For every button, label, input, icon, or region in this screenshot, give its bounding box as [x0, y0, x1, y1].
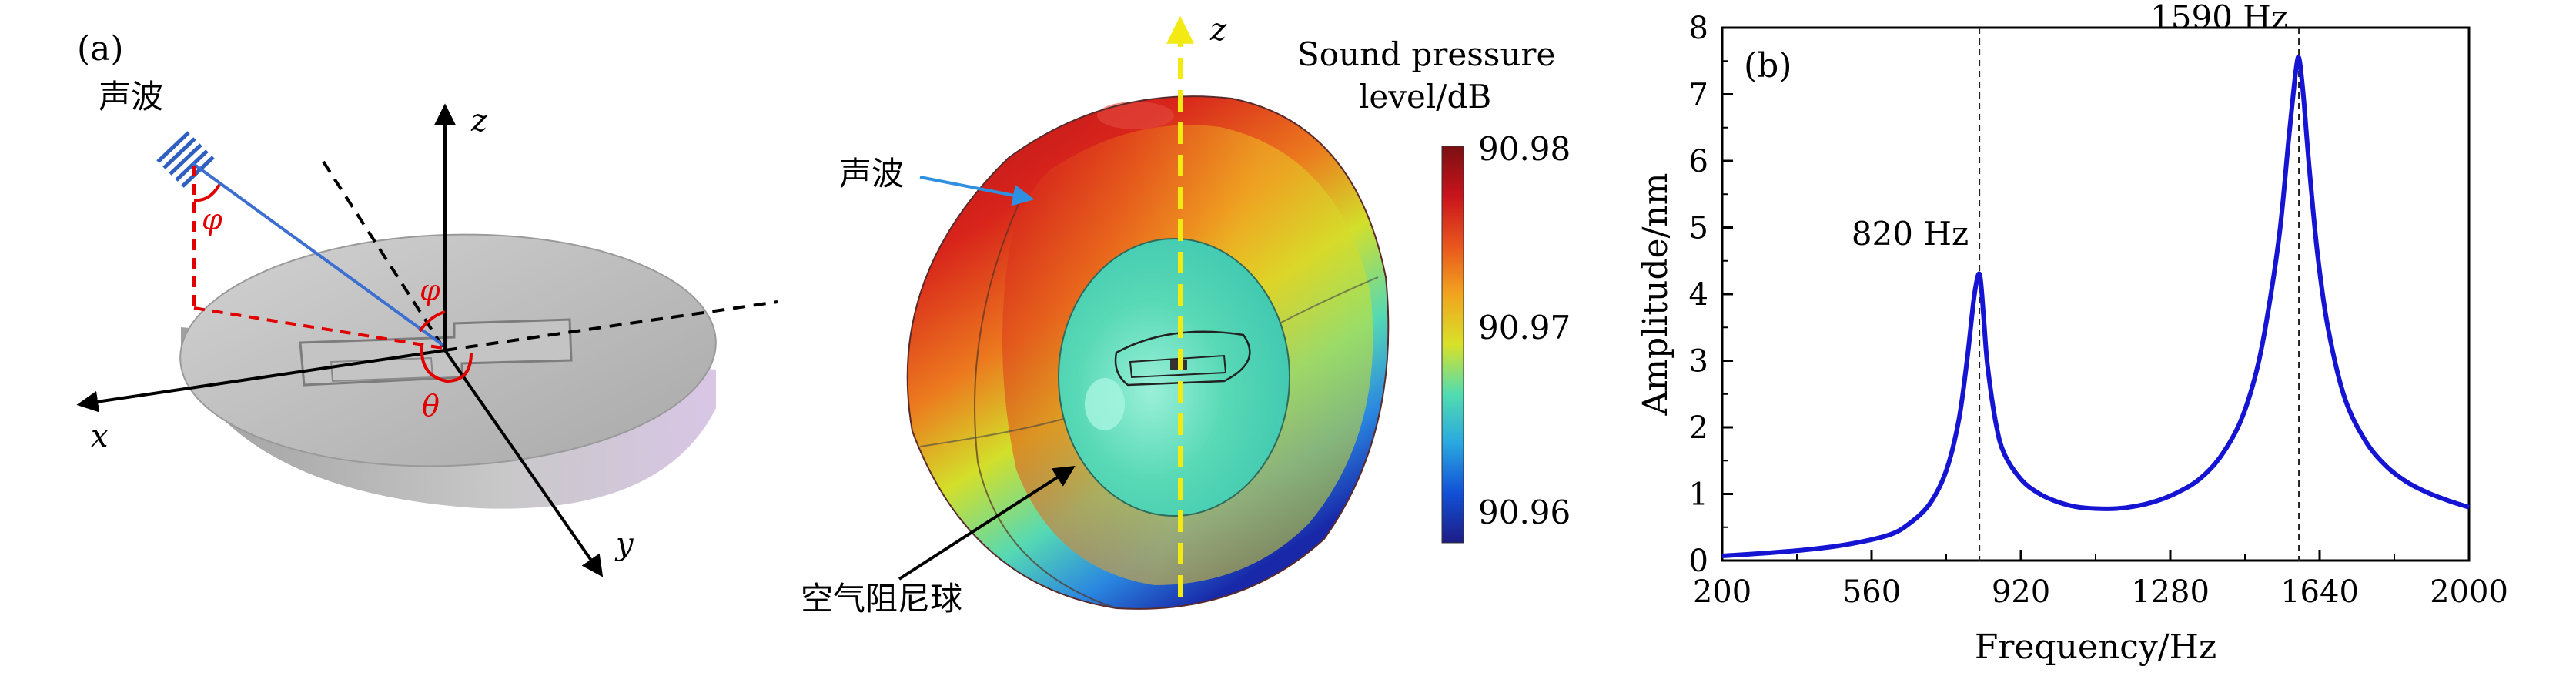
shell-meridian — [974, 192, 1117, 609]
device-beam — [1129, 354, 1227, 379]
y-tick-label: 5 — [1689, 211, 1708, 246]
series-line — [1721, 54, 2470, 558]
sim-wave-label: 声波 — [839, 155, 904, 192]
projection-horizontal — [193, 306, 443, 350]
plot-frame — [1721, 26, 2471, 562]
simulation-panel: z 声波 空气阻尼球 Sound pressure level/dB 90.98… — [801, 12, 1571, 617]
x-tick-label: 1280 — [2131, 574, 2210, 610]
axis-x-label: x — [91, 419, 109, 454]
outer-shell-edge — [906, 95, 1390, 610]
colorbar-title-2: level/dB — [1359, 78, 1491, 115]
x-tick-label: 920 — [1992, 574, 2050, 610]
x-tick-label: 2000 — [2430, 574, 2508, 610]
phi-arc-top — [193, 183, 221, 202]
tick-group: 200 560 920 1280 1640 2000 0 1 2 3 4 5 6 7 8 — [1689, 11, 2508, 610]
annotation-group: 820 Hz 1590 Hz — [1852, 0, 2300, 561]
y-tick-label: 1 — [1689, 477, 1708, 513]
sound-source-icon — [156, 131, 215, 188]
x-tick-label: 1640 — [2280, 574, 2359, 610]
x-tick-label: 560 — [1842, 574, 1901, 610]
disk — [179, 233, 717, 509]
device-outline — [1114, 330, 1251, 387]
theta-arc — [420, 344, 473, 383]
shell-equator-left — [919, 415, 1075, 447]
angle-phi-label-2: φ — [420, 273, 440, 307]
y-tick-label: 4 — [1689, 277, 1708, 313]
sim-wave-arrow — [919, 176, 1035, 206]
axis-z-label: z — [470, 103, 488, 139]
peak-annotation: 1590 Hz — [2150, 0, 2288, 36]
colorbar-max: 90.98 — [1478, 130, 1571, 168]
sphere-highlight — [1085, 378, 1125, 430]
panel-a-schematic: (a) z x y 声波 φ — [76, 29, 778, 577]
y-tick-label: 8 — [1689, 11, 1708, 46]
colorbar-mid: 90.97 — [1478, 309, 1571, 346]
amplitude-chart: (b) Frequency/Hz Amplitude/nm 200 560 920 1… — [1636, 0, 2508, 667]
x-tick-label: 200 — [1693, 574, 1751, 610]
sphere-arrow — [898, 465, 1076, 581]
y-tick-label: 0 — [1689, 544, 1708, 579]
y-axis-arrow — [443, 349, 604, 577]
normal-dashed-line — [322, 160, 447, 352]
y-tick-label: 6 — [1689, 144, 1708, 179]
peak-annotation: 820 Hz — [1852, 215, 1969, 253]
horizontal-dashed-line — [444, 300, 778, 352]
air-damping-sphere — [1058, 238, 1290, 517]
x-axis-label: Frequency/Hz — [1975, 627, 2216, 667]
y-tick-label: 3 — [1689, 344, 1708, 380]
incident-wave-ray — [191, 162, 444, 346]
panel-a-wave-label: 声波 — [99, 78, 163, 115]
panel-b-label: (b) — [1744, 46, 1792, 85]
colorbar — [1441, 146, 1464, 544]
colorbar-title-1: Sound pressure — [1297, 35, 1555, 73]
phi-arc-center — [418, 310, 446, 333]
axis-y-label: y — [614, 527, 634, 562]
colorbar-min: 90.96 — [1478, 494, 1571, 531]
angle-phi-label-1: φ — [202, 202, 222, 236]
sim-axis-z-label: z — [1209, 12, 1227, 48]
angle-theta-label: θ — [422, 389, 440, 423]
panel-a-label: (a) — [77, 29, 124, 69]
y-tick-label: 7 — [1689, 78, 1708, 113]
shell-highlight — [1097, 102, 1174, 129]
x-axis-arrow — [76, 349, 446, 413]
y-axis-label: Amplitude/nm — [1636, 173, 1675, 417]
shell-equator-right — [1279, 276, 1379, 324]
sphere-label: 空气阻尼球 — [801, 580, 962, 617]
y-tick-label: 2 — [1689, 410, 1708, 446]
